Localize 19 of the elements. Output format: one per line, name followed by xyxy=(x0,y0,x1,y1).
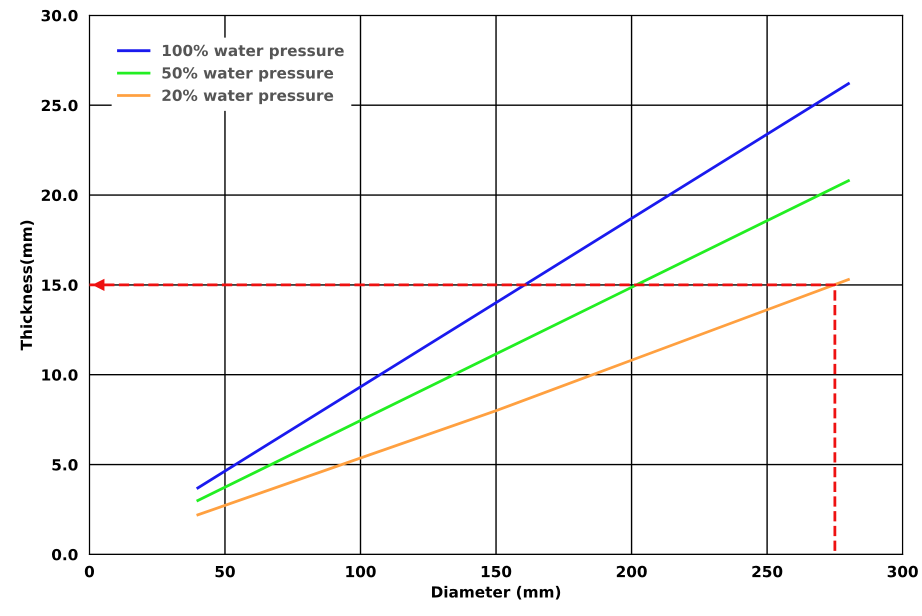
y-tick-label: 30.0 xyxy=(42,10,78,22)
y-tick-label: 10.0 xyxy=(42,369,78,381)
x-tick-label: 0 xyxy=(84,566,94,578)
y-tick-label: 15.0 xyxy=(42,279,78,291)
legend-label: 100% water pressure xyxy=(162,44,344,60)
y-tick-label: 0.0 xyxy=(52,548,78,560)
x-tick-label: 150 xyxy=(482,566,512,578)
y-tick-label: 20.0 xyxy=(42,190,78,202)
y-tick-label: 25.0 xyxy=(42,100,78,112)
x-tick-label: 100 xyxy=(346,566,376,578)
y-axis-title: Thickness(mm) xyxy=(20,220,34,350)
legend-label: 50% water pressure xyxy=(162,67,334,82)
x-tick-label: 250 xyxy=(752,566,782,578)
x-axis-title: Diameter (mm) xyxy=(432,586,560,600)
y-tick-label: 5.0 xyxy=(52,459,78,471)
x-tick-label: 300 xyxy=(888,566,918,578)
x-tick-label: 50 xyxy=(216,566,235,578)
legend-label: 20% water pressure xyxy=(162,90,334,104)
x-tick-label: 200 xyxy=(616,566,647,578)
